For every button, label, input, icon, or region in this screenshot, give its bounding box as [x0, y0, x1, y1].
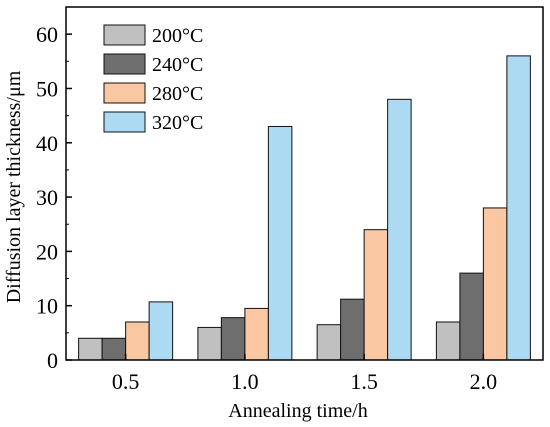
- bar-4-1: [148, 301, 174, 361]
- bar-3-3: [363, 229, 389, 361]
- y-tick-label-3: 30: [36, 185, 58, 210]
- x-tick-label-2: 1.5: [350, 369, 378, 394]
- bar-1-4: [435, 321, 461, 361]
- y-tick-label-4: 40: [36, 131, 58, 156]
- bar-4-3: [387, 98, 412, 361]
- bar-2-4: [459, 272, 484, 361]
- axes: 0 10 20 30 40 50 60 0.5 1.0 1.5 2.0: [36, 6, 544, 394]
- legend-swatch-4: [103, 111, 146, 133]
- y-tick-label-6: 60: [36, 22, 58, 47]
- legend-swatch-2: [103, 53, 146, 75]
- bar-2-2: [220, 317, 246, 361]
- bar-1-3: [316, 324, 342, 361]
- legend-swatch-3: [103, 82, 146, 104]
- y-tick-label-2: 20: [36, 239, 58, 264]
- legend-label-2: 240°C: [152, 54, 203, 76]
- y-tick-label-0: 0: [47, 348, 58, 373]
- bar-4-4: [506, 55, 531, 361]
- x-tick-label-3: 2.0: [470, 369, 498, 394]
- legend-swatch-1: [103, 24, 146, 46]
- bar-3-4: [482, 207, 508, 361]
- bar-3-1: [125, 321, 150, 361]
- x-tick-label-1: 1.0: [231, 369, 259, 394]
- bar-2-3: [340, 298, 365, 361]
- bar-4-2: [267, 125, 293, 361]
- x-axis-title: Annealing time/h: [228, 400, 367, 422]
- y-tick-label-1: 10: [36, 294, 58, 319]
- bar-1-1: [78, 337, 103, 361]
- legend-label-1: 200°C: [152, 25, 203, 47]
- legend: 200°C 240°C 280°C 320°C: [103, 24, 203, 134]
- y-axis-title: Diffusion layer thickness/μm: [3, 70, 25, 303]
- plot-frame: [65, 6, 544, 361]
- legend-label-4: 320°C: [152, 112, 203, 134]
- bar-3-2: [244, 307, 269, 361]
- x-tick-label-0: 0.5: [112, 369, 140, 394]
- bar-2-1: [101, 337, 127, 361]
- y-tick-label-5: 50: [36, 76, 58, 101]
- plot-area: [78, 55, 531, 361]
- legend-label-3: 280°C: [152, 83, 203, 105]
- bar-1-2: [197, 326, 222, 361]
